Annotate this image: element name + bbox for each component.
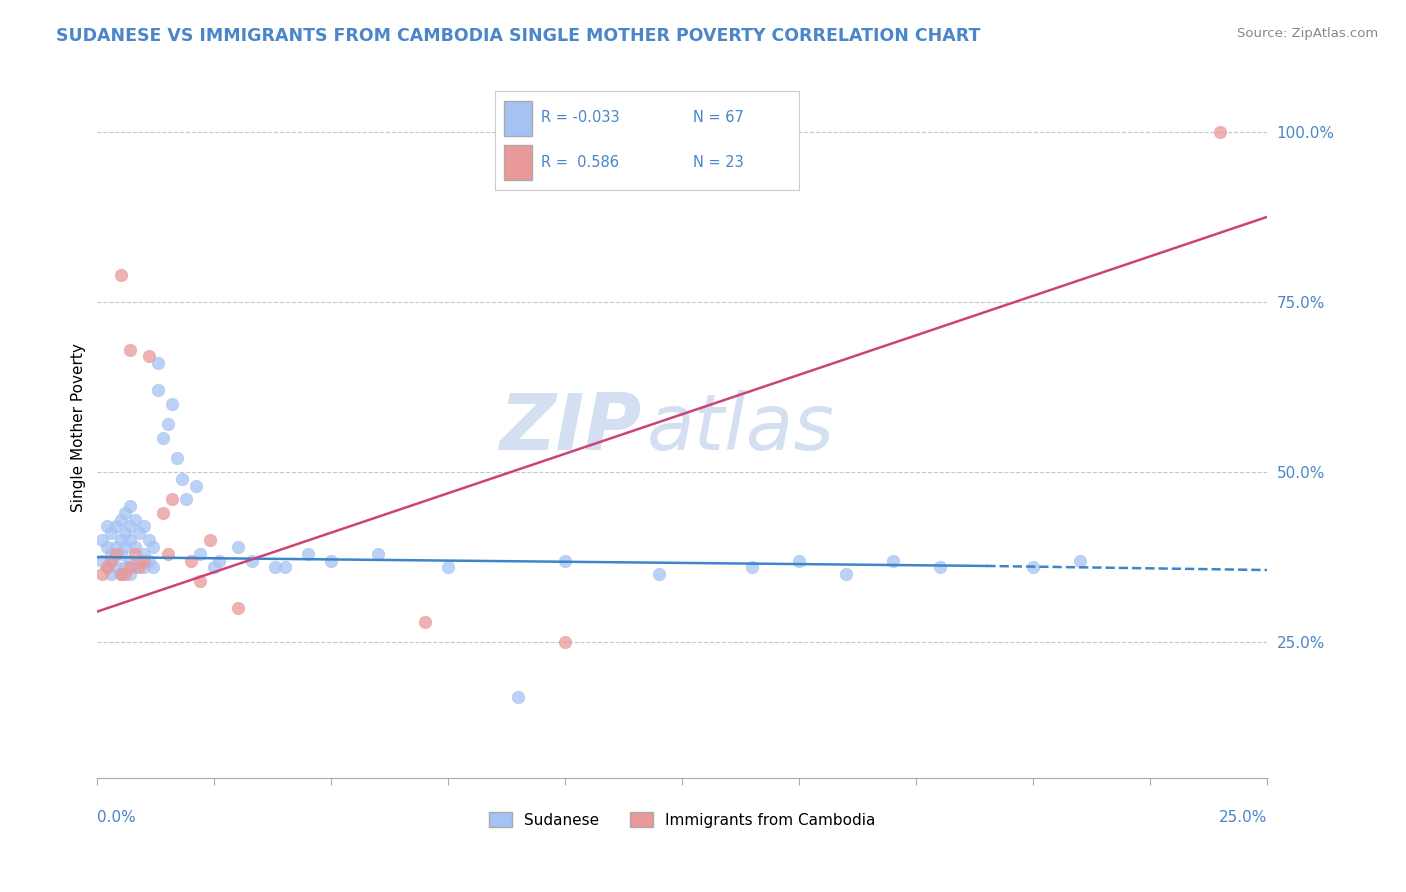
Point: [174, 492, 197, 507]
Point: [100, 567, 122, 582]
Point: [91, 567, 114, 582]
Point: [648, 567, 671, 582]
Point: [110, 567, 132, 582]
Point: [188, 574, 211, 588]
Point: [128, 526, 150, 541]
Point: [437, 560, 460, 574]
Point: [1209, 125, 1232, 139]
Legend: Sudanese, Immigrants from Cambodia: Sudanese, Immigrants from Cambodia: [482, 805, 882, 834]
Point: [114, 506, 136, 520]
Point: [152, 506, 174, 520]
Point: [297, 547, 319, 561]
Point: [508, 690, 530, 704]
Point: [128, 560, 150, 574]
Point: [134, 553, 156, 567]
Text: atlas: atlas: [647, 390, 835, 466]
Point: [120, 343, 142, 357]
Point: [264, 560, 287, 574]
Point: [273, 560, 295, 574]
Point: [114, 540, 136, 554]
Point: [146, 384, 169, 398]
Point: [110, 268, 132, 282]
Point: [91, 533, 114, 547]
Point: [226, 601, 249, 615]
Point: [100, 553, 122, 567]
Point: [208, 553, 231, 567]
Point: [120, 560, 142, 574]
Point: [105, 547, 128, 561]
Point: [321, 553, 343, 567]
Point: [134, 560, 156, 574]
Point: [120, 519, 142, 533]
Point: [134, 519, 156, 533]
Point: [202, 560, 225, 574]
Point: [110, 513, 132, 527]
Y-axis label: Single Mother Poverty: Single Mother Poverty: [72, 343, 86, 512]
Point: [120, 567, 142, 582]
Point: [96, 540, 118, 554]
Point: [91, 553, 114, 567]
Point: [413, 615, 436, 629]
Point: [110, 533, 132, 547]
Point: [128, 553, 150, 567]
Point: [96, 560, 118, 574]
Point: [114, 526, 136, 541]
Point: [170, 472, 193, 486]
Point: [198, 533, 221, 547]
Point: [120, 533, 142, 547]
Point: [100, 526, 122, 541]
Point: [180, 553, 202, 567]
Point: [146, 356, 169, 370]
Point: [835, 567, 858, 582]
Point: [367, 547, 389, 561]
Point: [787, 553, 810, 567]
Point: [124, 513, 146, 527]
Point: [156, 417, 179, 432]
Point: [882, 553, 904, 567]
Point: [124, 547, 146, 561]
Point: [142, 560, 165, 574]
Point: [134, 547, 156, 561]
Point: [142, 540, 165, 554]
Point: [138, 350, 160, 364]
Point: [96, 560, 118, 574]
Text: Source: ZipAtlas.com: Source: ZipAtlas.com: [1237, 27, 1378, 40]
Point: [138, 533, 160, 547]
Point: [554, 635, 576, 649]
Point: [554, 553, 576, 567]
Point: [110, 567, 132, 582]
Point: [105, 519, 128, 533]
Point: [114, 567, 136, 582]
Point: [105, 540, 128, 554]
Point: [100, 553, 122, 567]
Point: [124, 540, 146, 554]
Point: [120, 553, 142, 567]
Point: [166, 451, 188, 466]
Point: [1069, 553, 1091, 567]
Point: [105, 560, 128, 574]
Point: [124, 560, 146, 574]
Point: [100, 547, 122, 561]
Point: [156, 547, 179, 561]
Text: SUDANESE VS IMMIGRANTS FROM CAMBODIA SINGLE MOTHER POVERTY CORRELATION CHART: SUDANESE VS IMMIGRANTS FROM CAMBODIA SIN…: [56, 27, 980, 45]
Point: [96, 519, 118, 533]
Point: [240, 553, 263, 567]
Point: [160, 397, 183, 411]
Point: [1022, 560, 1045, 574]
Text: ZIP: ZIP: [499, 390, 641, 466]
Point: [188, 547, 211, 561]
Point: [114, 560, 136, 574]
Point: [741, 560, 763, 574]
Point: [226, 540, 249, 554]
Point: [110, 547, 132, 561]
Point: [138, 553, 160, 567]
Text: 0.0%: 0.0%: [97, 810, 136, 825]
Text: 25.0%: 25.0%: [1219, 810, 1267, 825]
Point: [928, 560, 950, 574]
Point: [120, 499, 142, 513]
Point: [184, 478, 207, 492]
Point: [152, 431, 174, 445]
Point: [160, 492, 183, 507]
